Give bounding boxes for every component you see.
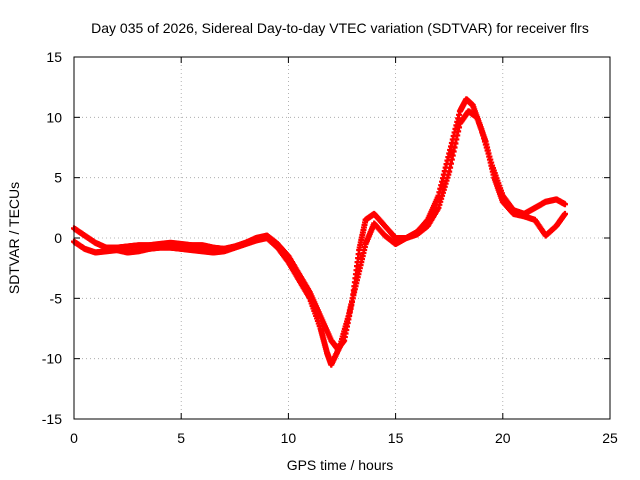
tick-labels: 0 5 10 15 20 25 -15 -10 -5 0 5 10 15	[42, 49, 618, 446]
x-tick-label: 20	[495, 430, 511, 446]
data-point	[561, 210, 568, 217]
x-tick-label: 5	[177, 430, 185, 446]
grid-lines	[74, 57, 610, 419]
y-tick-label: 5	[54, 170, 62, 186]
chart-title: Day 035 of 2026, Sidereal Day-to-day VTE…	[91, 20, 589, 36]
x-tick-label: 10	[281, 430, 297, 446]
data-point	[561, 201, 568, 208]
y-tick-label: 0	[54, 230, 62, 246]
tick-marks	[73, 56, 611, 420]
x-tick-label: 25	[602, 430, 618, 446]
data-series	[71, 96, 568, 353]
y-axis-label: SDTVAR / TECUs	[6, 182, 22, 294]
x-axis-label: GPS time / hours	[287, 457, 394, 473]
y-tick-label: -5	[50, 290, 63, 306]
data-series	[71, 108, 568, 368]
y-tick-label: -10	[42, 351, 62, 367]
x-tick-label: 0	[70, 430, 78, 446]
data-points	[71, 96, 568, 368]
y-tick-label: -15	[42, 411, 62, 427]
x-tick-label: 15	[388, 430, 404, 446]
y-tick-label: 10	[46, 109, 62, 125]
y-tick-label: 15	[46, 49, 62, 65]
